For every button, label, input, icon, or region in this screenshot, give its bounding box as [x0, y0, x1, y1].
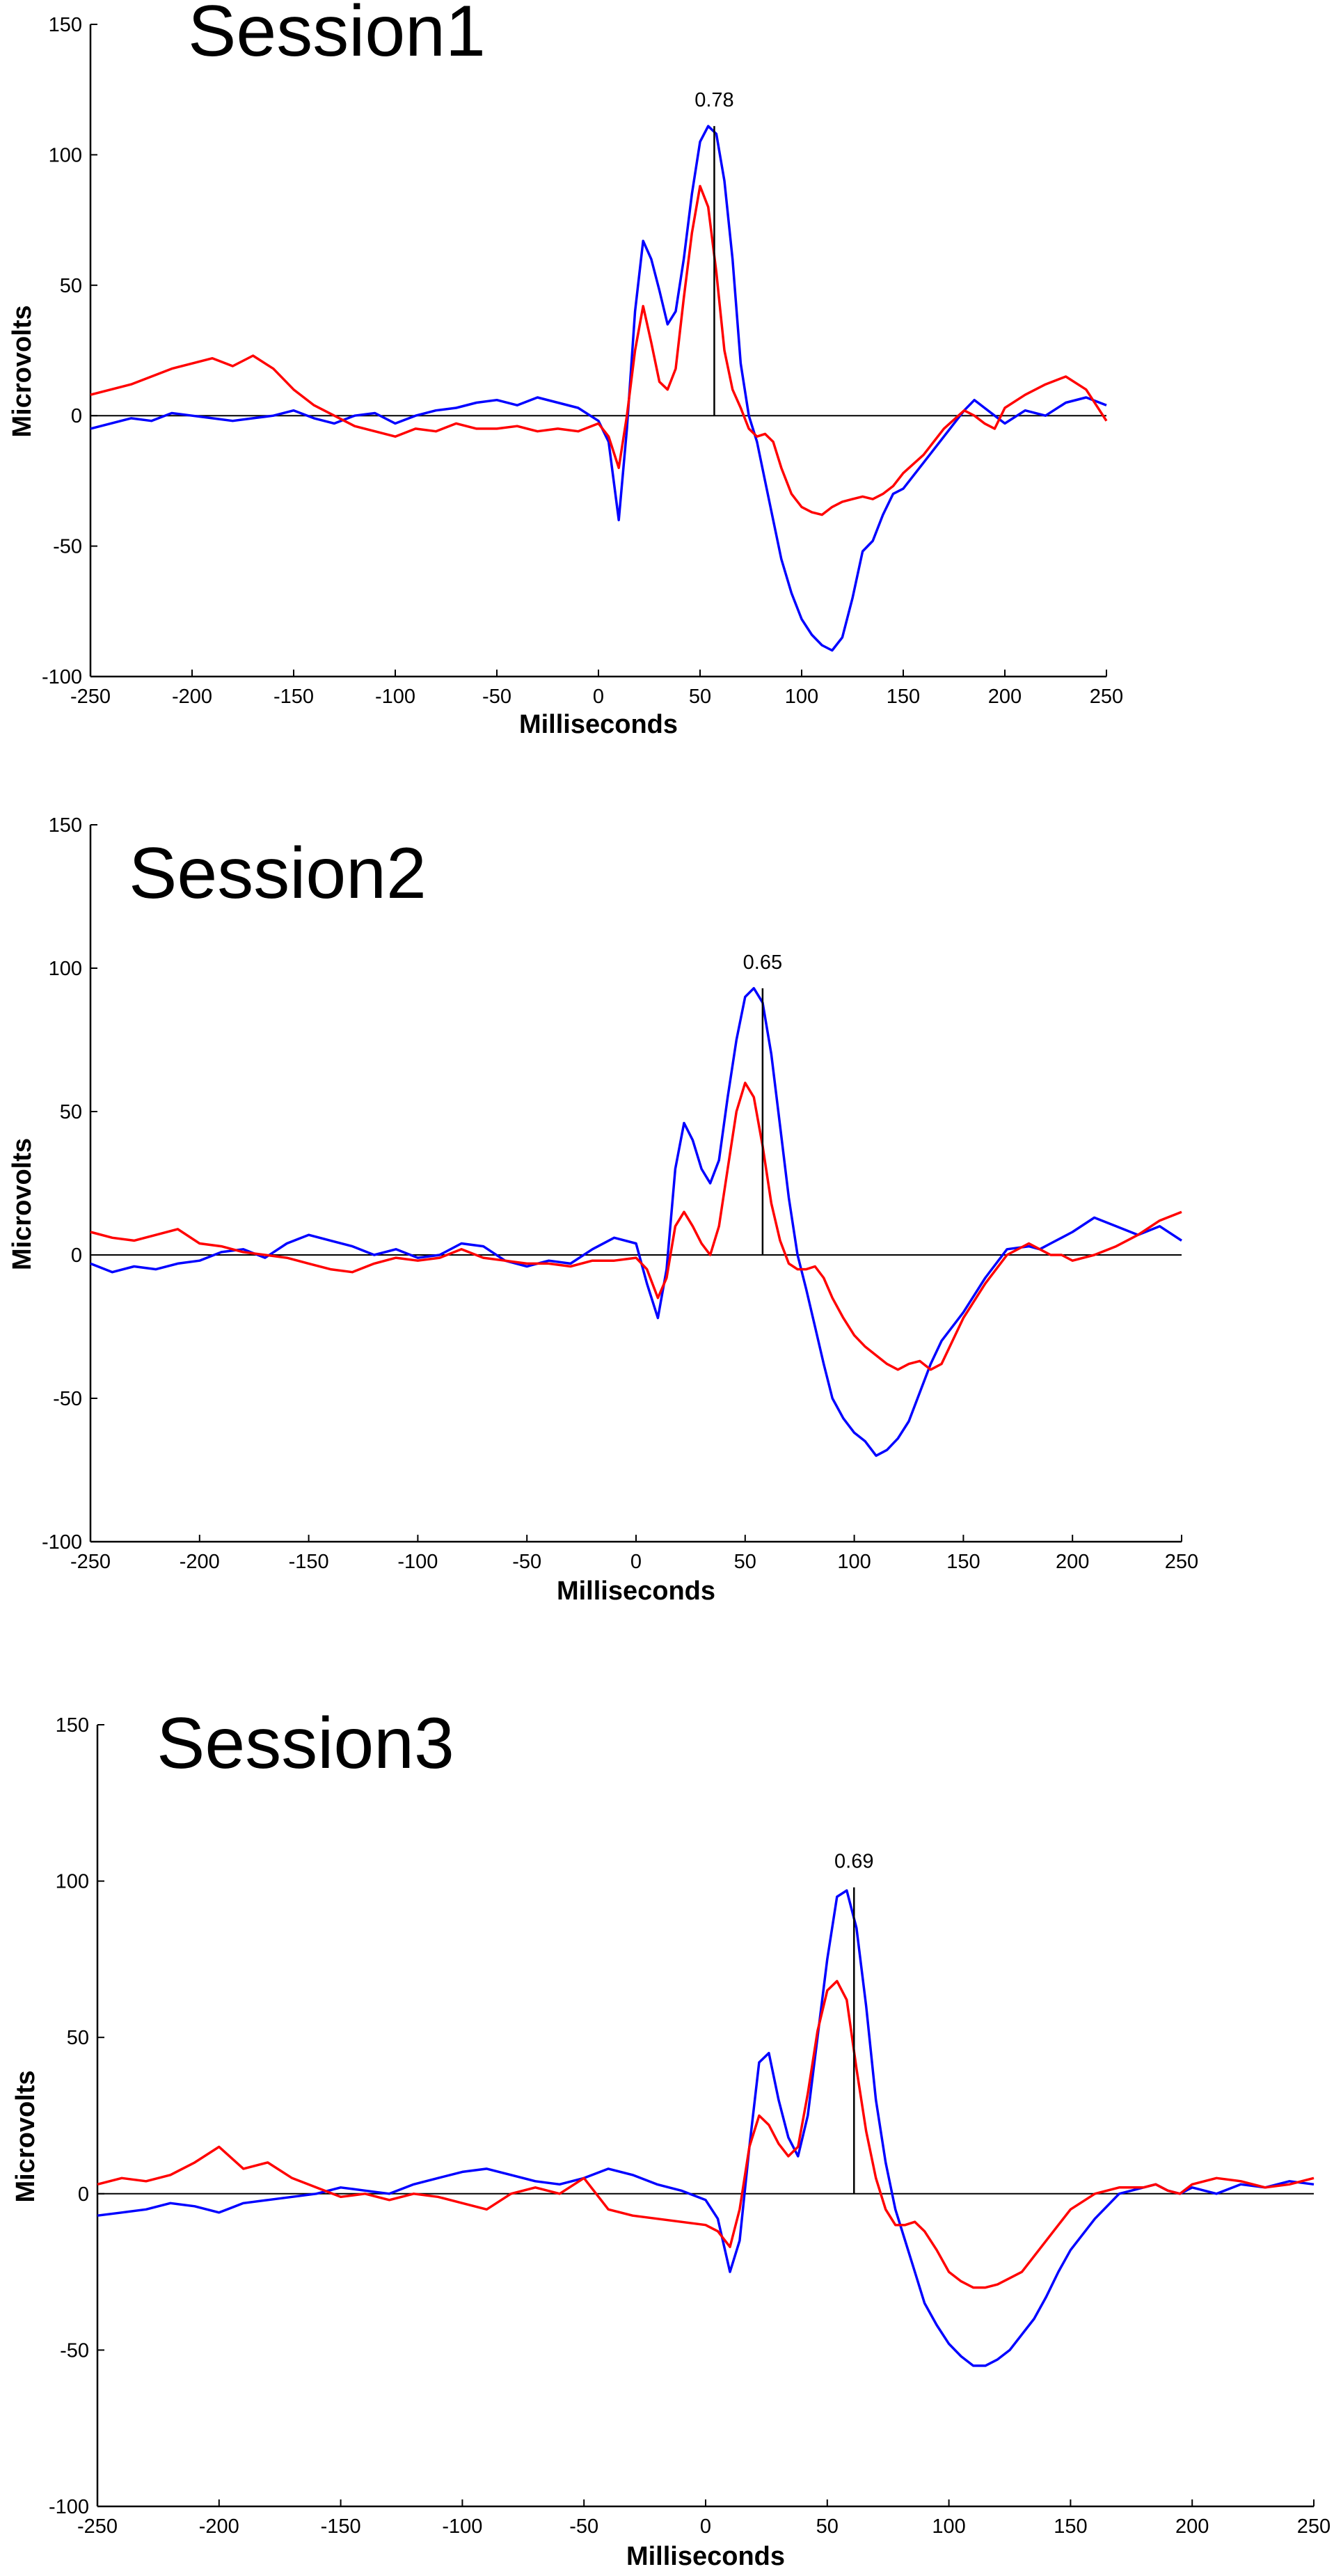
x-tick-label: -150	[321, 2515, 361, 2538]
x-tick-label: -200	[172, 686, 212, 708]
x-tick-label: -250	[70, 686, 111, 708]
x-axis-label: Milliseconds	[519, 710, 678, 739]
x-tick-label: -50	[569, 2515, 598, 2538]
x-tick-label: 250	[1165, 1551, 1198, 1573]
y-tick-label: 0	[71, 405, 82, 427]
y-tick-label: 100	[49, 958, 82, 980]
x-axis-label: Milliseconds	[626, 2542, 785, 2571]
y-axis-label: Microvolts	[8, 1138, 37, 1270]
y-tick-label: 100	[56, 1871, 89, 1893]
y-axis-label: Microvolts	[11, 2070, 40, 2202]
y-tick-label: -100	[42, 1531, 82, 1554]
y-tick-label: -100	[42, 666, 82, 688]
y-tick-label: 0	[71, 1244, 82, 1267]
x-tick-label: 100	[837, 1551, 871, 1573]
series-line-red	[90, 184, 1108, 516]
peak-value-label: 0.65	[743, 951, 782, 974]
x-tick-label: -100	[375, 686, 415, 708]
series-line-blue	[90, 987, 1182, 1457]
x-tick-label: -250	[70, 1551, 111, 1573]
y-tick-label: 150	[56, 1714, 89, 1737]
x-tick-label: -200	[199, 2515, 239, 2538]
chart-title: Session3	[157, 1703, 454, 1784]
x-tick-label: 150	[887, 686, 920, 708]
x-tick-label: 150	[946, 1551, 980, 1573]
x-tick-label: -250	[77, 2515, 118, 2538]
x-axis-label: Milliseconds	[557, 1577, 715, 1606]
series-line-blue	[90, 125, 1107, 652]
y-tick-label: 50	[67, 2027, 89, 2049]
y-tick-label: 50	[60, 1101, 82, 1123]
y-tick-label: -100	[49, 2496, 89, 2518]
x-tick-label: -50	[512, 1551, 541, 1573]
y-tick-label: 150	[49, 814, 82, 837]
x-tick-label: -50	[482, 686, 511, 708]
chart-session1: -100 -50 0 50 100 150 -250 -200 -150 -100 -50 0 50 10…	[8, 0, 1123, 739]
peak-value-label: 0.69	[834, 1851, 873, 1873]
y-tick-label: 0	[78, 2183, 89, 2206]
x-tick-label: 250	[1090, 686, 1123, 708]
y-tick-label: -50	[60, 2339, 89, 2362]
x-tick-label: 200	[988, 686, 1022, 708]
y-tick-label: 100	[49, 144, 82, 166]
y-tick-label: 50	[60, 275, 82, 297]
series-line-red	[97, 1980, 1315, 2289]
x-tick-label: -150	[273, 686, 314, 708]
x-tick-label: 0	[630, 1551, 642, 1573]
chart-session2: -100 -50 0 50 100 150 -250 -200 -150 -100 -50 0 50 10…	[8, 814, 1198, 1606]
x-tick-label: 100	[785, 686, 818, 708]
x-tick-label: -150	[289, 1551, 329, 1573]
y-tick-label: -50	[53, 536, 82, 558]
peak-value-label: 0.78	[694, 89, 733, 111]
chart-title: Session1	[188, 0, 486, 72]
y-tick-label: -50	[53, 1388, 82, 1410]
y-tick-label: 150	[49, 14, 82, 36]
x-tick-label: -200	[180, 1551, 220, 1573]
chart-session3: -100 -50 0 50 100 150 -250 -200 -150 -100 -50 0 50 10…	[11, 1703, 1331, 2571]
x-tick-label: 50	[734, 1551, 756, 1573]
x-tick-label: 200	[1056, 1551, 1089, 1573]
x-tick-label: -100	[397, 1551, 438, 1573]
x-tick-label: 150	[1054, 2515, 1087, 2538]
series-line-blue	[97, 1889, 1315, 2367]
x-tick-label: 50	[816, 2515, 839, 2538]
x-tick-label: 200	[1175, 2515, 1209, 2538]
chart-title: Session2	[129, 833, 427, 914]
x-tick-label: 100	[932, 2515, 965, 2538]
x-tick-label: 250	[1297, 2515, 1331, 2538]
x-tick-label: 0	[700, 2515, 711, 2538]
series-line-red	[90, 1082, 1182, 1371]
x-tick-label: -100	[442, 2515, 482, 2538]
x-tick-label: 50	[689, 686, 711, 708]
y-axis-label: Microvolts	[8, 305, 37, 437]
x-tick-label: 0	[593, 686, 604, 708]
